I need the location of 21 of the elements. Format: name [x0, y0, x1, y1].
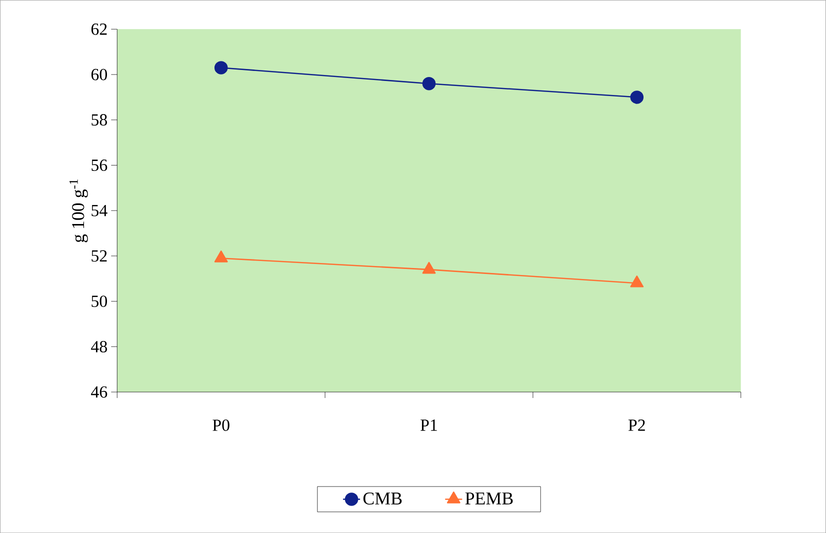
- y-tick-label: 52: [92, 250, 107, 262]
- legend-label: PEMB: [465, 492, 513, 504]
- legend-label: CMB: [363, 492, 402, 505]
- x-tick-label: P0: [212, 419, 230, 431]
- point: [422, 76, 436, 90]
- y-tick-label: 58: [92, 114, 107, 126]
- x-tick-label: P2: [628, 419, 645, 431]
- y-tick-label: 48: [91, 340, 107, 352]
- y-tick-label: 56: [92, 159, 108, 171]
- y-tick-label: 46: [91, 386, 108, 398]
- x-tick-label: P1: [420, 419, 437, 431]
- y-tick-label: 62: [91, 23, 107, 35]
- y-tick-label: 54: [92, 204, 108, 216]
- point: [630, 275, 644, 288]
- point: [422, 262, 436, 274]
- point: [214, 250, 228, 262]
- point: [630, 90, 644, 104]
- point: [214, 61, 228, 74]
- y-tick-label: 60: [91, 68, 107, 80]
- y-tick-label: 50: [92, 296, 107, 307]
- y-axis-title: g 100 g$^{-1}$: [69, 179, 88, 242]
